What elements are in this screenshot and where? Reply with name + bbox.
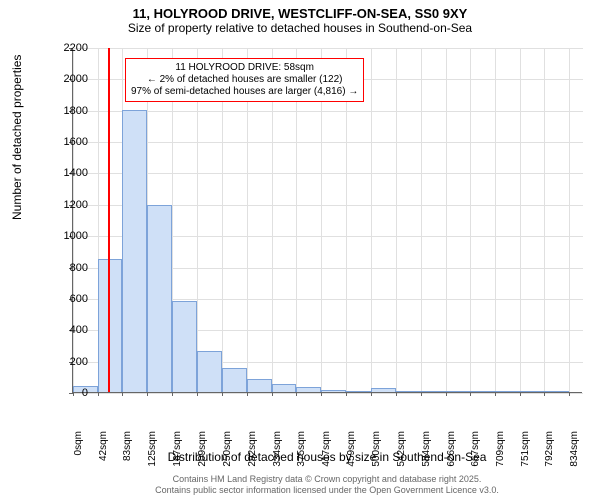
x-axis-label: Distribution of detached houses by size … bbox=[72, 450, 582, 464]
histogram-bar bbox=[446, 391, 470, 392]
plot-area: 0sqm42sqm83sqm125sqm167sqm209sqm250sqm29… bbox=[72, 48, 582, 393]
histogram-bar bbox=[470, 391, 495, 392]
chart-subtitle: Size of property relative to detached ho… bbox=[0, 21, 600, 39]
y-tick-label: 1200 bbox=[48, 199, 88, 211]
y-axis-label: Number of detached properties bbox=[10, 55, 24, 220]
histogram-bar bbox=[321, 390, 346, 392]
histogram-bar bbox=[520, 391, 544, 392]
histogram-bar bbox=[371, 388, 396, 392]
histogram-bar bbox=[421, 391, 446, 392]
histogram-bar bbox=[495, 391, 520, 392]
histogram-bar bbox=[222, 368, 247, 392]
y-tick-label: 1800 bbox=[48, 105, 88, 117]
histogram-bar bbox=[98, 259, 122, 392]
y-tick-label: 200 bbox=[48, 356, 88, 368]
y-tick-label: 1600 bbox=[48, 136, 88, 148]
histogram-bar bbox=[122, 110, 147, 392]
y-tick-label: 2200 bbox=[48, 42, 88, 54]
attribution-line2: Contains public sector information licen… bbox=[72, 485, 582, 496]
y-tick-label: 400 bbox=[48, 324, 88, 336]
annotation-box: 11 HOLYROOD DRIVE: 58sqm← 2% of detached… bbox=[125, 58, 364, 102]
y-tick-label: 600 bbox=[48, 293, 88, 305]
attribution: Contains HM Land Registry data © Crown c… bbox=[72, 474, 582, 496]
histogram-bar bbox=[197, 351, 221, 392]
annotation-line1: 11 HOLYROOD DRIVE: 58sqm bbox=[131, 62, 358, 74]
annotation-line2: ← 2% of detached houses are smaller (122… bbox=[131, 74, 358, 86]
y-tick-label: 0 bbox=[48, 387, 88, 399]
attribution-line1: Contains HM Land Registry data © Crown c… bbox=[72, 474, 582, 485]
histogram-bar bbox=[396, 391, 421, 392]
histogram-bar bbox=[172, 301, 197, 392]
histogram-bar bbox=[544, 391, 569, 392]
property-marker-line bbox=[108, 48, 110, 392]
histogram-bar bbox=[272, 384, 296, 392]
histogram-bar bbox=[296, 387, 321, 392]
annotation-line3: 97% of semi-detached houses are larger (… bbox=[131, 86, 358, 98]
y-tick-label: 1000 bbox=[48, 230, 88, 242]
y-tick-label: 1400 bbox=[48, 167, 88, 179]
histogram-bar bbox=[346, 391, 370, 392]
y-tick-label: 800 bbox=[48, 262, 88, 274]
histogram-bar bbox=[247, 379, 272, 392]
y-tick-label: 2000 bbox=[48, 73, 88, 85]
chart-title: 11, HOLYROOD DRIVE, WESTCLIFF-ON-SEA, SS… bbox=[0, 0, 600, 21]
histogram-bar bbox=[147, 205, 172, 392]
